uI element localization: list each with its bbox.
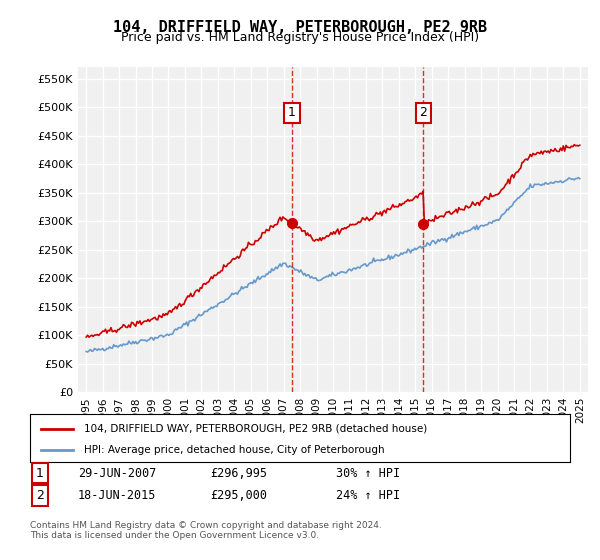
- Text: £296,995: £296,995: [210, 466, 267, 480]
- Text: 2: 2: [419, 106, 427, 119]
- Text: 1: 1: [36, 466, 44, 480]
- Text: 104, DRIFFIELD WAY, PETERBOROUGH, PE2 9RB: 104, DRIFFIELD WAY, PETERBOROUGH, PE2 9R…: [113, 20, 487, 35]
- Text: 104, DRIFFIELD WAY, PETERBOROUGH, PE2 9RB (detached house): 104, DRIFFIELD WAY, PETERBOROUGH, PE2 9R…: [84, 424, 427, 433]
- Text: Contains HM Land Registry data © Crown copyright and database right 2024.
This d: Contains HM Land Registry data © Crown c…: [30, 521, 382, 540]
- Text: Price paid vs. HM Land Registry's House Price Index (HPI): Price paid vs. HM Land Registry's House …: [121, 31, 479, 44]
- Text: 18-JUN-2015: 18-JUN-2015: [78, 489, 157, 502]
- Text: 30% ↑ HPI: 30% ↑ HPI: [336, 466, 400, 480]
- Text: HPI: Average price, detached house, City of Peterborough: HPI: Average price, detached house, City…: [84, 445, 385, 455]
- Text: 24% ↑ HPI: 24% ↑ HPI: [336, 489, 400, 502]
- Text: 29-JUN-2007: 29-JUN-2007: [78, 466, 157, 480]
- Text: 2: 2: [36, 489, 44, 502]
- Text: 1: 1: [288, 106, 296, 119]
- Text: £295,000: £295,000: [210, 489, 267, 502]
